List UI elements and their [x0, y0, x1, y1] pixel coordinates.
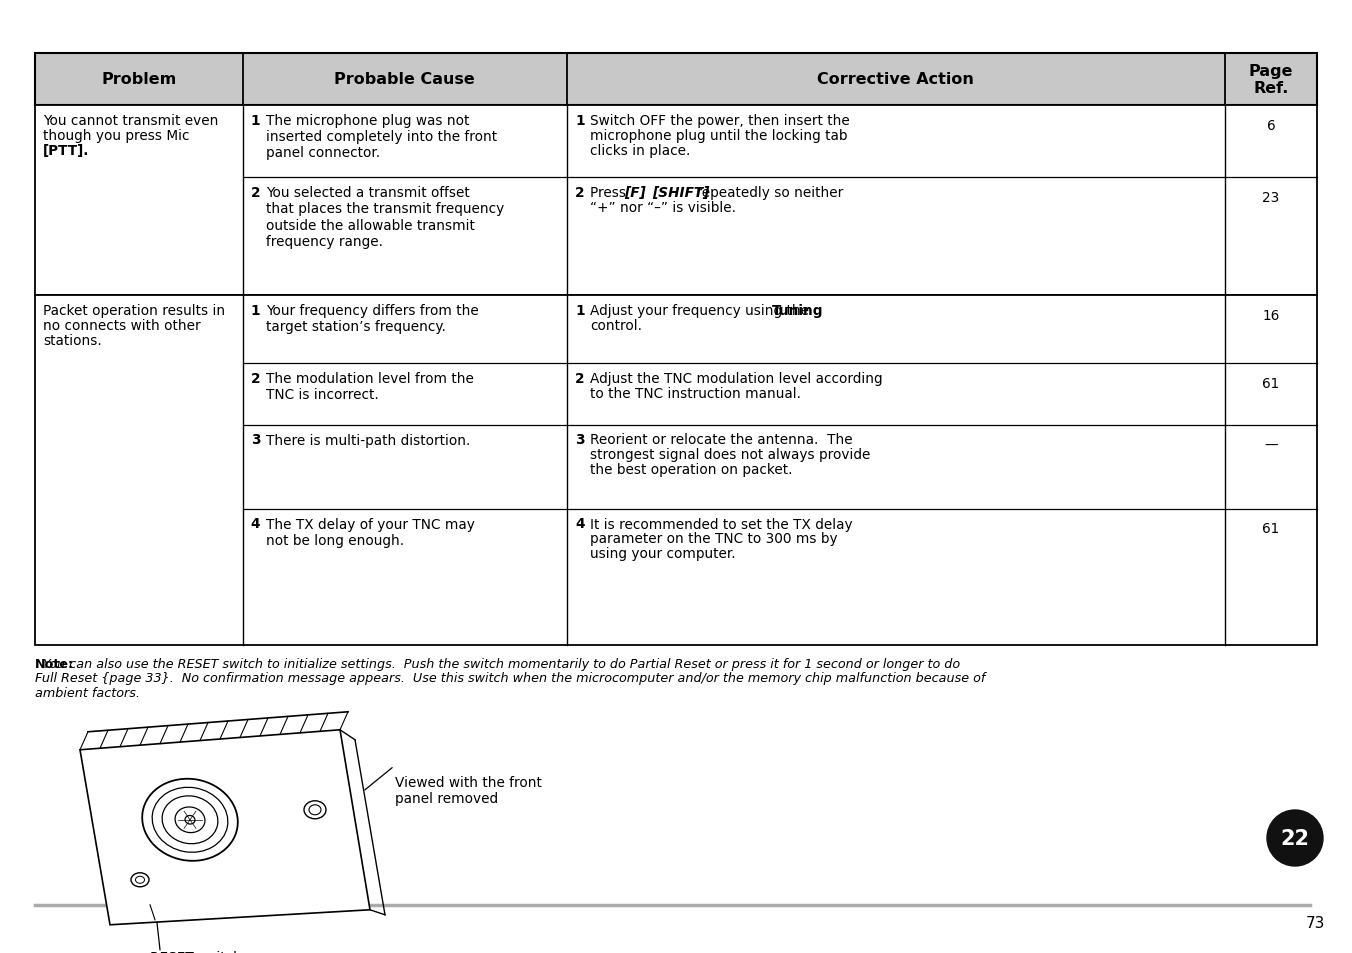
Text: The modulation level from the
TNC is incorrect.: The modulation level from the TNC is inc… [266, 372, 473, 402]
Ellipse shape [185, 816, 195, 824]
Text: 1: 1 [250, 304, 261, 317]
Bar [35, 54, 1317, 106]
Text: Page
Ref.: Page Ref. [1249, 64, 1293, 96]
Text: Full Reset {page 33}.  No confirmation message appears.  Use this switch when th: Full Reset {page 33}. No confirmation me… [35, 672, 986, 684]
Ellipse shape [304, 801, 326, 819]
Text: using your computer.: using your computer. [589, 547, 735, 560]
Text: Press: Press [589, 186, 630, 200]
Text: 2: 2 [575, 186, 584, 200]
Text: 6: 6 [1267, 119, 1275, 132]
Text: 2: 2 [250, 186, 260, 200]
Text: the best operation on packet.: the best operation on packet. [589, 463, 792, 476]
Text: Note:: Note: [35, 658, 74, 670]
Text: 16: 16 [1263, 309, 1279, 322]
Text: [F]: [F] [625, 186, 646, 200]
Text: ambient factors.: ambient factors. [35, 686, 139, 699]
Text: 2: 2 [250, 372, 260, 386]
Text: The TX delay of your TNC may
not be long enough.: The TX delay of your TNC may not be long… [266, 517, 475, 547]
Text: Probable Cause: Probable Cause [334, 72, 476, 88]
Ellipse shape [131, 873, 149, 887]
Text: stations.: stations. [43, 335, 101, 348]
Text: 3: 3 [575, 433, 584, 447]
Text: parameter on the TNC to 300 ms by: parameter on the TNC to 300 ms by [589, 532, 838, 546]
Ellipse shape [135, 877, 145, 883]
Text: 1: 1 [575, 113, 584, 128]
Text: Viewed with the front
panel removed: Viewed with the front panel removed [395, 775, 542, 805]
Text: 23: 23 [1263, 191, 1279, 205]
Text: 73: 73 [1306, 915, 1325, 930]
Text: There is multi-path distortion.: There is multi-path distortion. [266, 433, 470, 447]
Text: 3: 3 [250, 433, 261, 447]
Text: strongest signal does not always provide: strongest signal does not always provide [589, 448, 871, 462]
Text: 4: 4 [250, 517, 260, 531]
Text: 61: 61 [1263, 376, 1279, 391]
Text: Your frequency differs from the
target station’s frequency.: Your frequency differs from the target s… [266, 304, 479, 334]
Text: Switch OFF the power, then insert the: Switch OFF the power, then insert the [589, 113, 850, 128]
Text: no connects with other: no connects with other [43, 319, 200, 333]
Text: microphone plug until the locking tab: microphone plug until the locking tab [589, 129, 848, 143]
Text: repeatedly so neither: repeatedly so neither [692, 186, 844, 200]
Text: “+” nor “–” is visible.: “+” nor “–” is visible. [589, 201, 735, 214]
Text: Adjust your frequency using the: Adjust your frequency using the [589, 304, 814, 317]
Text: Problem: Problem [101, 72, 177, 88]
Ellipse shape [310, 805, 320, 815]
Text: 22: 22 [1280, 828, 1310, 848]
Text: 1: 1 [250, 113, 261, 128]
Text: [SHIFT]: [SHIFT] [653, 186, 710, 200]
Polygon shape [80, 730, 370, 924]
Circle shape [1267, 810, 1324, 866]
Bar [35, 295, 1317, 645]
Text: 4: 4 [575, 517, 584, 531]
Text: though you press Mic: though you press Mic [43, 129, 189, 143]
Text: 61: 61 [1263, 522, 1279, 536]
Text: control.: control. [589, 318, 642, 333]
Text: —: — [1264, 438, 1278, 452]
Text: It is recommended to set the TX delay: It is recommended to set the TX delay [589, 517, 853, 531]
Text: Corrective Action: Corrective Action [818, 72, 975, 88]
Text: You selected a transmit offset
that places the transmit frequency
outside the al: You selected a transmit offset that plac… [266, 186, 504, 249]
Text: Tuning: Tuning [772, 304, 823, 317]
Text: The microphone plug was not
inserted completely into the front
panel connector.: The microphone plug was not inserted com… [266, 113, 496, 160]
Text: [PTT].: [PTT]. [43, 144, 89, 158]
Text: Packet operation results in: Packet operation results in [43, 304, 226, 317]
Text: Adjust the TNC modulation level according: Adjust the TNC modulation level accordin… [589, 372, 883, 386]
Text: 1: 1 [575, 304, 584, 317]
Bar [35, 106, 1317, 295]
Text: You cannot transmit even: You cannot transmit even [43, 113, 219, 128]
Text: RESET switch: RESET switch [150, 950, 242, 953]
Text: 2: 2 [575, 372, 584, 386]
Text: Reorient or relocate the antenna.  The: Reorient or relocate the antenna. The [589, 433, 853, 447]
Text: clicks in place.: clicks in place. [589, 144, 691, 157]
Text: to the TNC instruction manual.: to the TNC instruction manual. [589, 387, 800, 400]
Text: ,: , [641, 186, 650, 200]
Text: You can also use the RESET switch to initialize settings.  Push the switch momen: You can also use the RESET switch to ini… [35, 658, 960, 670]
